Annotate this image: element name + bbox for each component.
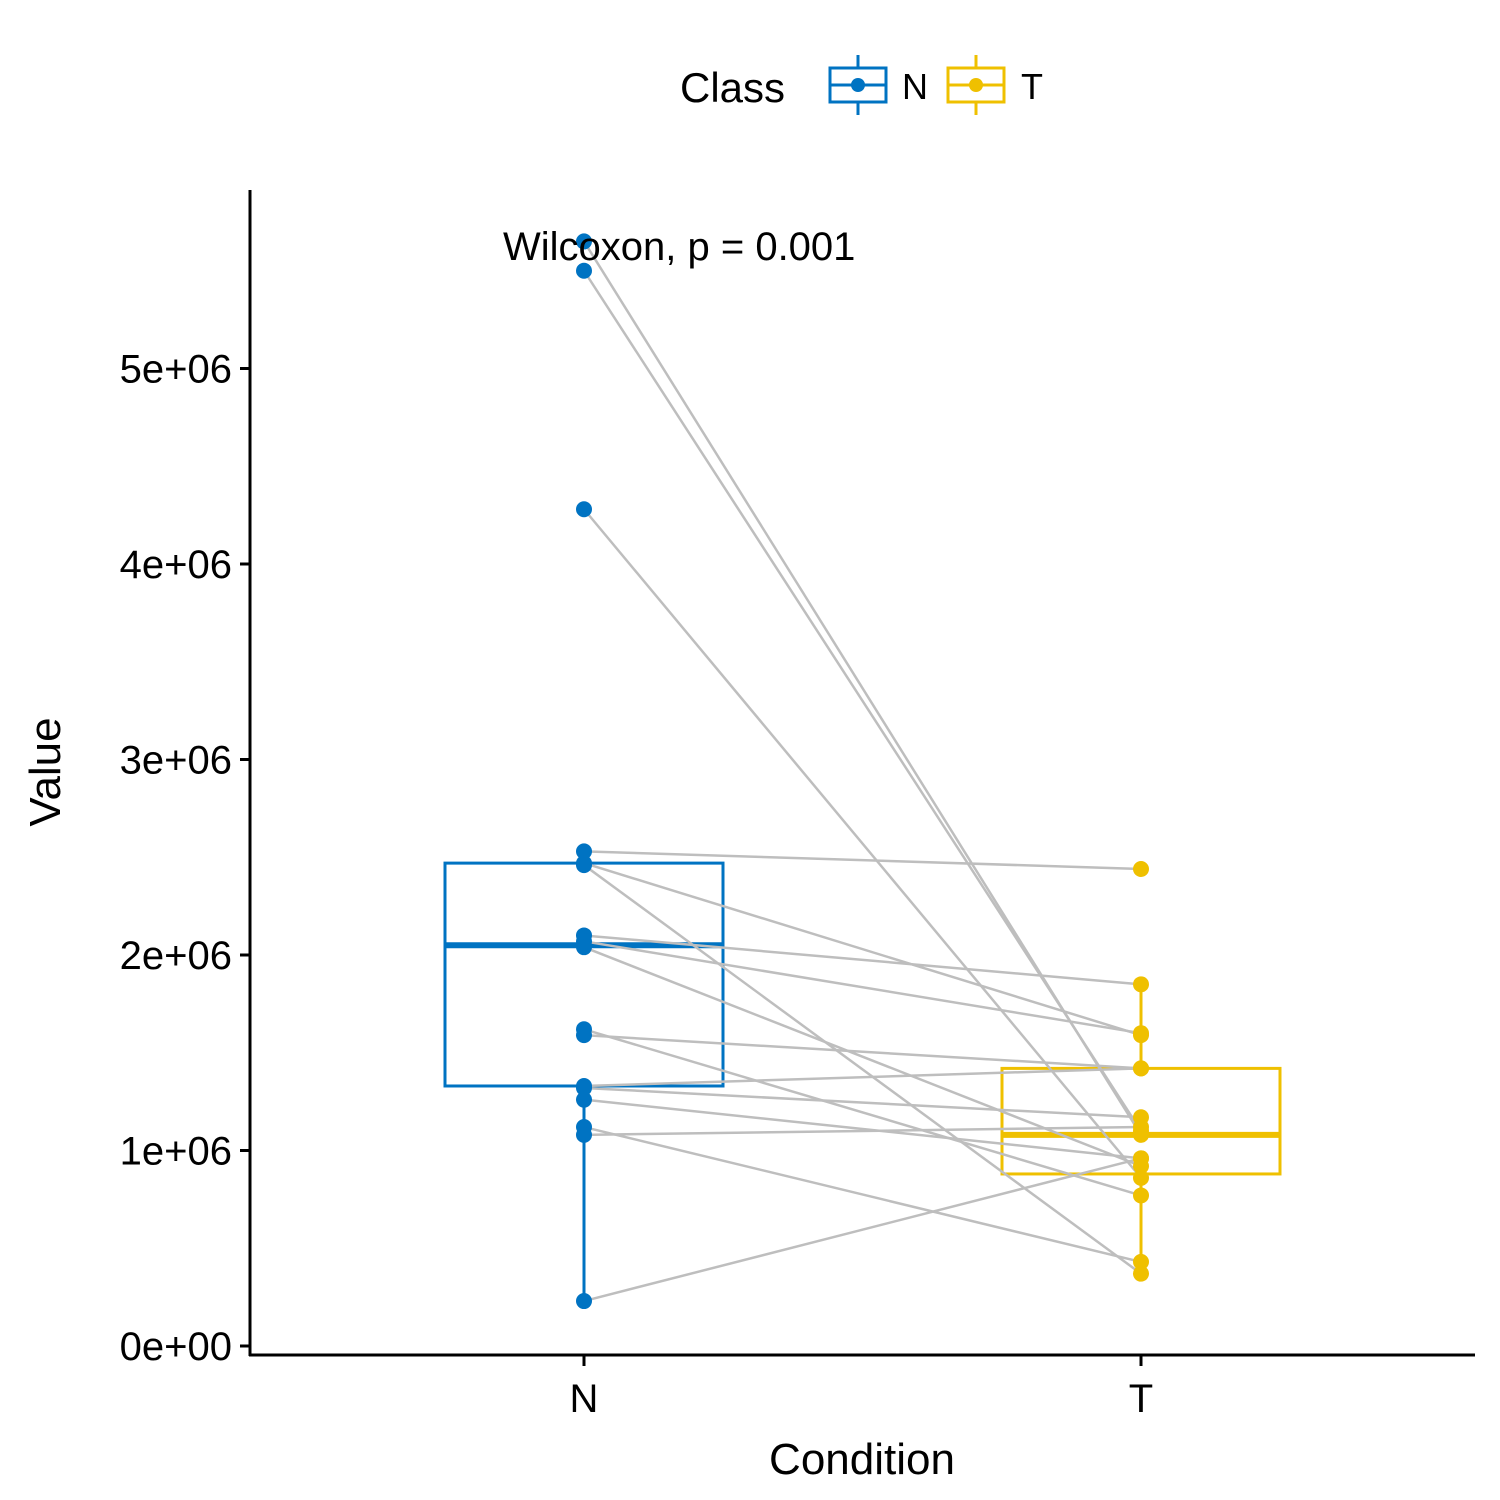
pair-line-15 (583, 1125, 1142, 1137)
pair-line-8 (583, 946, 1142, 1168)
point-t-7 (1133, 1025, 1149, 1042)
legend-title: Class (680, 64, 785, 111)
x-tick-label-t: T (1129, 1377, 1153, 1421)
pair-line-4 (583, 861, 1142, 1037)
legend-label-n: N (902, 66, 928, 107)
legend-key-t (946, 55, 1006, 115)
point-t-9 (1133, 1187, 1149, 1204)
point-t-15 (1133, 1119, 1149, 1136)
point-t-6 (1133, 976, 1149, 993)
y-tick-label-4: 4e+06 (120, 543, 232, 587)
point-t-3 (1133, 860, 1149, 877)
pair-line-14 (583, 1125, 1142, 1264)
pair-line-9 (583, 1028, 1142, 1197)
point-n-5 (576, 857, 592, 874)
legend-key-n (828, 55, 888, 115)
pair-line-5 (583, 864, 1142, 1275)
y-tick-label-2: 2e+06 (120, 934, 232, 978)
pair-line-2 (583, 508, 1142, 1179)
legend-label-t: T (1021, 66, 1043, 107)
point-n-1 (576, 262, 592, 279)
pair-line-7 (583, 940, 1142, 1035)
pair-line-12 (583, 1086, 1142, 1119)
pair-line-6 (583, 934, 1142, 986)
point-t-5 (1133, 1265, 1149, 1282)
point-t-11 (1133, 1060, 1149, 1077)
pair-line-16 (583, 1157, 1142, 1303)
pair-line-13 (583, 1098, 1142, 1160)
point-n-2 (576, 501, 592, 518)
point-n-10 (576, 1027, 592, 1044)
wilcoxon-annotation: Wilcoxon, p = 0.001 (503, 225, 855, 269)
pair-line-10 (583, 1033, 1142, 1070)
pair-line-3 (583, 850, 1142, 871)
point-n-16 (576, 1293, 592, 1310)
point-n-3 (576, 843, 592, 860)
pair-line-11 (583, 1067, 1142, 1088)
point-n-0 (576, 233, 592, 250)
point-n-8 (576, 939, 592, 956)
point-n-13 (576, 1091, 592, 1108)
point-t-14 (1133, 1253, 1149, 1270)
y-tick-label-3: 3e+06 (120, 739, 232, 783)
point-t-2 (1133, 1169, 1149, 1186)
y-tick-label-1: 1e+06 (120, 1130, 232, 1174)
box-n (443, 861, 725, 1088)
x-axis-title: Condition (769, 1435, 955, 1484)
x-tick-label-n: N (570, 1377, 599, 1421)
y-axis-title: Value (21, 717, 70, 826)
pair-line-1 (582, 270, 1143, 1132)
y-tick-label-0: 0e+00 (120, 1325, 232, 1369)
legend: Class N T (680, 55, 1043, 115)
y-tick-label-5: 5e+06 (120, 348, 232, 392)
point-n-12 (576, 1079, 592, 1096)
point-t-16 (1133, 1150, 1149, 1167)
point-n-15 (576, 1126, 592, 1143)
